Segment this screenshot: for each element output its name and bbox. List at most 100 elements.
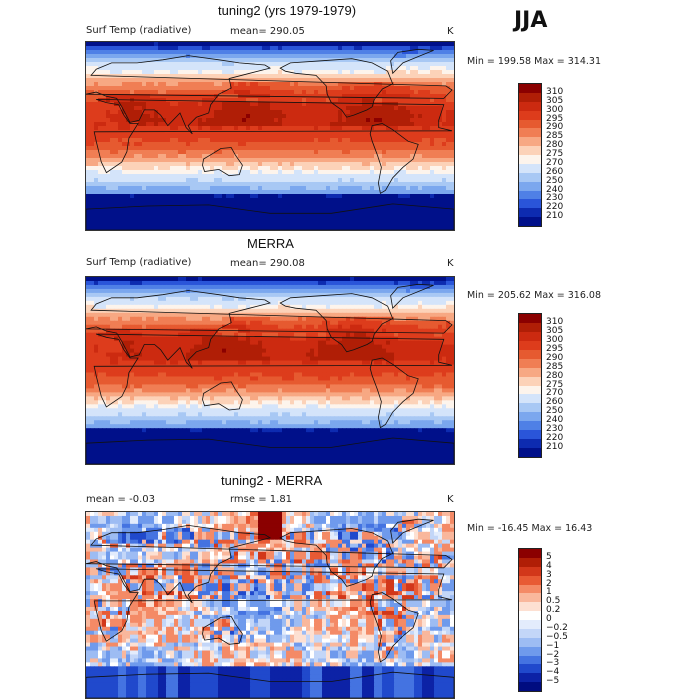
map-cell <box>110 296 115 302</box>
map-cell <box>346 54 351 59</box>
map-cell <box>162 162 167 167</box>
map-cell <box>358 226 363 230</box>
map-cell <box>418 154 423 159</box>
map-cell <box>210 158 215 163</box>
map-cell <box>386 292 391 298</box>
map-cell <box>314 74 319 79</box>
map-cell <box>186 90 191 95</box>
map-cell <box>330 42 335 47</box>
map-cell <box>370 154 375 159</box>
map-cell <box>138 292 143 298</box>
map-cell <box>450 118 454 123</box>
map-cell <box>358 202 363 207</box>
map-cell <box>366 94 371 99</box>
map-cell <box>158 214 163 219</box>
map-cell <box>94 292 99 298</box>
map-cell <box>418 126 423 131</box>
map-cell <box>326 214 331 219</box>
map-cell <box>350 214 355 219</box>
map-cell <box>202 70 207 75</box>
map-cell <box>366 202 371 207</box>
map-cell <box>306 66 311 71</box>
map-cell <box>106 58 111 63</box>
map-cell <box>374 158 379 163</box>
map-cell <box>198 74 203 79</box>
map-cell <box>434 186 439 191</box>
map-cell <box>106 154 111 159</box>
map-cell <box>422 222 427 227</box>
map-cell <box>98 118 103 123</box>
map-cell <box>418 66 423 71</box>
map-cell <box>406 90 411 95</box>
map-cell <box>166 277 171 282</box>
map-cell <box>138 218 143 223</box>
map-cell <box>254 102 259 107</box>
map-cell <box>278 170 283 175</box>
map-cell <box>178 300 183 306</box>
map-cell <box>142 288 147 294</box>
map-cell <box>86 90 91 95</box>
map-cell <box>418 78 423 83</box>
map-cell <box>222 210 227 215</box>
map-cell <box>366 178 371 183</box>
map-cell <box>238 190 243 195</box>
map-cell <box>406 126 411 131</box>
map-cell <box>162 154 167 159</box>
map-cell <box>210 102 215 107</box>
map-cell <box>410 62 415 67</box>
map-cell <box>202 50 207 55</box>
map-cell <box>278 292 283 298</box>
map-cell <box>154 154 159 159</box>
map-cell <box>378 94 383 99</box>
map-cell <box>90 166 95 171</box>
map-cell <box>322 114 327 119</box>
map-cell <box>434 194 439 199</box>
map-cell <box>138 66 143 71</box>
map-cell <box>346 98 351 103</box>
map-cell <box>286 210 291 215</box>
map-cell <box>346 296 351 302</box>
map-cell <box>346 46 351 51</box>
map-cell <box>330 170 335 175</box>
map-cell <box>350 110 355 115</box>
map-cell <box>258 102 263 107</box>
map-cell <box>118 78 123 83</box>
map-cell <box>134 226 139 230</box>
map-cell <box>218 54 223 59</box>
map-cell <box>198 280 203 286</box>
map-cell <box>282 206 287 211</box>
map-cell <box>222 284 227 290</box>
map-cell <box>398 154 403 159</box>
map-cell <box>302 174 307 179</box>
map-cell <box>206 288 211 294</box>
map-cell <box>170 90 175 95</box>
map-cell <box>86 66 91 71</box>
map-cell <box>234 277 239 282</box>
map-cell <box>102 296 107 302</box>
colorbar-swatch <box>519 110 541 120</box>
map-cell <box>210 110 215 115</box>
map-cell <box>342 90 347 95</box>
map-cell <box>402 202 407 207</box>
map-cell <box>266 110 271 115</box>
map-cell <box>434 158 439 163</box>
map-cell <box>262 218 267 223</box>
map-cell <box>194 210 199 215</box>
map-cell <box>298 292 303 298</box>
map-cell <box>426 202 431 207</box>
map-cell <box>122 300 127 306</box>
map-cell <box>394 114 399 119</box>
map-cell <box>122 130 127 135</box>
map-cell <box>414 182 419 187</box>
map-cell <box>422 90 427 95</box>
map-cell <box>294 134 299 139</box>
map-cell <box>90 62 95 67</box>
map-cell <box>274 82 279 87</box>
map-cell <box>186 292 191 298</box>
map-cell <box>446 78 451 83</box>
map-cell <box>186 122 191 127</box>
map-cell <box>222 296 227 302</box>
map-cell <box>414 198 419 203</box>
map-cell <box>98 138 103 143</box>
map-cell <box>218 174 223 179</box>
